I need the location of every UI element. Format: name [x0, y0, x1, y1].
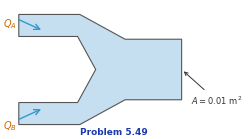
Polygon shape: [19, 14, 182, 125]
Text: $A = 0.01$ m$^2$: $A = 0.01$ m$^2$: [185, 72, 242, 107]
Text: Problem 5.49: Problem 5.49: [80, 128, 148, 137]
Text: $Q_B$: $Q_B$: [3, 119, 17, 133]
Text: $Q_A$: $Q_A$: [3, 17, 17, 31]
